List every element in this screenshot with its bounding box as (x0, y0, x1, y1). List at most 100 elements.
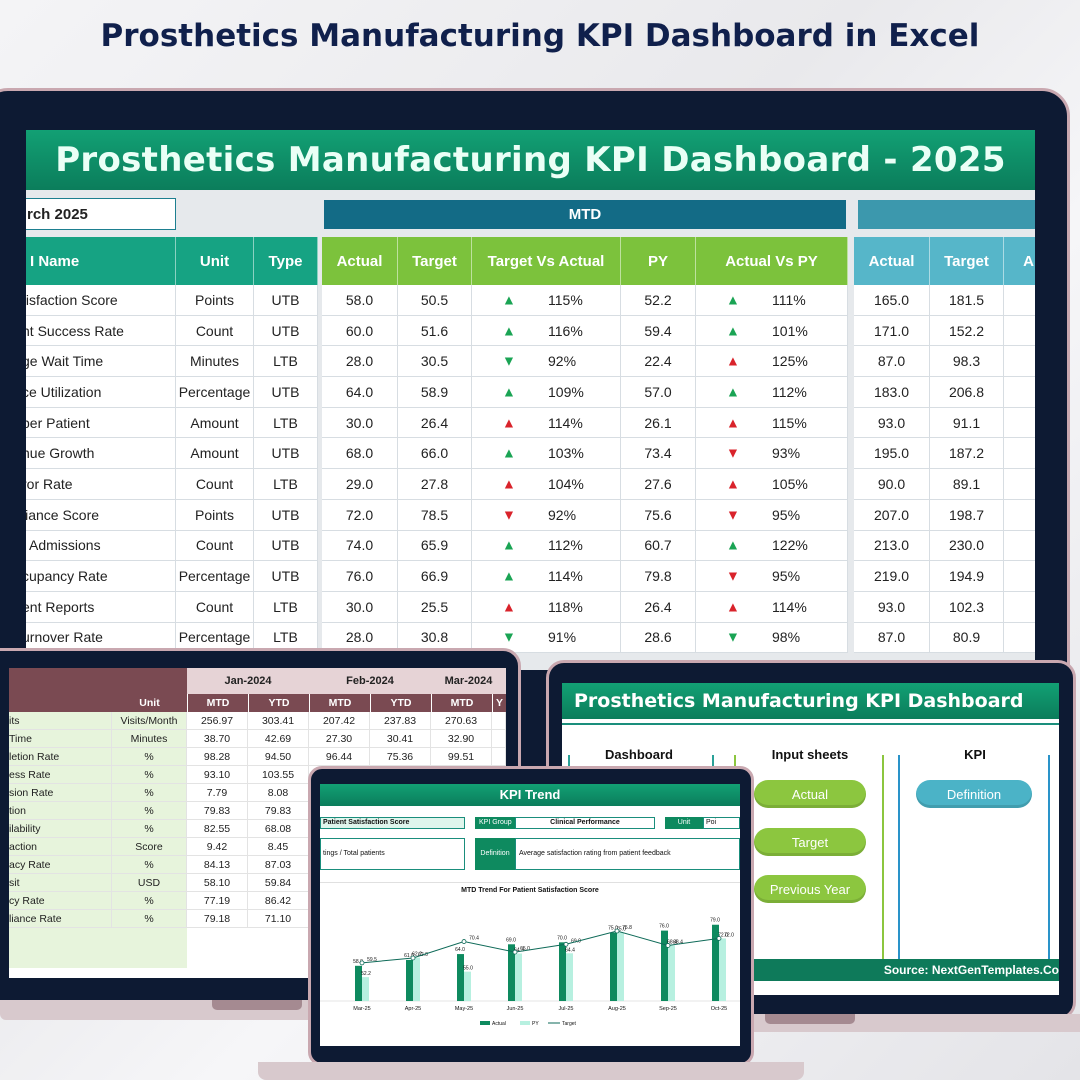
value-cell[interactable]: 58.10 (187, 874, 248, 892)
value-cell[interactable]: 8.08 (248, 784, 309, 802)
mtd-row: 30.0 26.4 ▲ 114% 26.1 ▲ 115% (322, 407, 848, 439)
input-row: sit USD 58.10 59.84 (9, 874, 506, 892)
kpi-name-selector[interactable]: Patient Satisfaction Score (320, 817, 465, 829)
ytd-actual-vs-cell (1004, 285, 1035, 315)
value-cell[interactable]: 256.97 (187, 712, 248, 730)
value-cell[interactable]: 32.90 (431, 730, 492, 748)
py-data-label: 55.0 (463, 966, 473, 972)
kpi-name-cell: per Patient (26, 407, 176, 438)
value-cell[interactable]: 71.10 (248, 910, 309, 928)
actual-bar (559, 942, 566, 1001)
value-cell[interactable]: 99.51 (431, 748, 492, 766)
ytd-actual-cell: 213.0 (854, 530, 930, 561)
actual-bar (661, 930, 668, 1001)
value-cell[interactable] (492, 748, 506, 766)
left-laptop-notch (212, 1000, 302, 1010)
unit-cell: Count (176, 530, 254, 561)
actual-bar (508, 944, 515, 1001)
value-cell[interactable]: 8.45 (248, 838, 309, 856)
x-tick-label: Apr-25 (405, 1006, 422, 1012)
kpi-info-row: ce Utilization Percentage UTB (26, 377, 318, 408)
value-cell[interactable]: 30.41 (370, 730, 431, 748)
value-cell[interactable]: 68.08 (248, 820, 309, 838)
type-header: Type (254, 237, 318, 285)
ytd-actual-vs-cell (1004, 438, 1035, 468)
ytd-actual-cell: 93.0 (854, 591, 930, 622)
metric-name-cell: ess Rate (9, 766, 112, 784)
value-cell[interactable] (492, 730, 506, 748)
ytd-target-cell: 194.9 (930, 561, 1004, 591)
kpi-group-label: KPI Group (475, 817, 515, 829)
type-cell: UTB (254, 315, 318, 346)
unit-cell: Minutes (176, 346, 254, 377)
actual-sheet-button[interactable]: Actual (754, 780, 866, 808)
unit-value: Poi (703, 817, 740, 829)
value-cell[interactable]: 79.18 (187, 910, 248, 928)
value-cell[interactable]: 82.55 (187, 820, 248, 838)
definition-button[interactable]: Definition (916, 780, 1032, 808)
ytd-actual-vs-header: A (1004, 237, 1035, 285)
target-point (716, 936, 722, 941)
value-cell[interactable]: 79.83 (248, 802, 309, 820)
value-cell[interactable]: 303.41 (248, 712, 309, 730)
value-cell[interactable]: 207.42 (309, 712, 370, 730)
previous-year-sheet-button[interactable]: Previous Year (754, 875, 866, 903)
mtd-row: 29.0 27.8 ▲ 104% 27.6 ▲ 105% (322, 469, 848, 500)
value-cell[interactable]: 98.28 (187, 748, 248, 766)
value-cell[interactable]: 84.13 (187, 856, 248, 874)
target-vs-actual-cell: ▲ 115% (472, 285, 621, 315)
value-cell[interactable] (492, 712, 506, 730)
target-vs-actual-value: 116% (548, 322, 583, 339)
value-cell[interactable]: 7.79 (187, 784, 248, 802)
value-cell[interactable]: 59.84 (248, 874, 309, 892)
ytd-actual-vs-cell (1004, 469, 1035, 499)
actual-vs-py-value: 112% (772, 383, 807, 400)
value-cell[interactable]: 103.55 (248, 766, 309, 784)
ytd-target-cell: 187.2 (930, 438, 1004, 469)
type-cell: LTB (254, 407, 318, 438)
type-cell: UTB (254, 285, 318, 315)
value-cell[interactable]: 42.69 (248, 730, 309, 748)
value-cell[interactable]: 38.70 (187, 730, 248, 748)
right-laptop-notch (765, 1014, 855, 1024)
actual-data-label: 76.0 (659, 924, 669, 930)
value-cell[interactable]: 9.42 (187, 838, 248, 856)
mtd-target-cell: 30.5 (398, 346, 472, 377)
mtd-actual-cell: 76.0 (322, 561, 398, 591)
mtd-row: 74.0 65.9 ▲ 112% 60.7 ▲ 122% (322, 530, 848, 562)
target-vs-actual-value: 114% (548, 568, 583, 585)
value-cell[interactable]: 86.42 (248, 892, 309, 910)
type-cell: UTB (254, 377, 318, 407)
value-cell[interactable]: 27.30 (309, 730, 370, 748)
target-vs-actual-cell: ▼ 91% (472, 622, 621, 653)
sub-header: MTD (187, 694, 248, 712)
month-selector[interactable]: rch 2025 (26, 198, 176, 230)
ytd-actual-vs-cell (1004, 316, 1035, 346)
actual-vs-py-cell: ▼ 93% (696, 438, 848, 469)
value-cell[interactable]: 79.83 (187, 802, 248, 820)
kpi-info-row: nt Success Rate Count UTB (26, 315, 318, 347)
actual-data-label: 64.0 (455, 947, 465, 953)
value-cell[interactable]: 93.10 (187, 766, 248, 784)
mtd-target-cell: 78.5 (398, 499, 472, 530)
value-cell[interactable]: 237.83 (370, 712, 431, 730)
mtd-actual-cell: 30.0 (322, 591, 398, 622)
target-sheet-button[interactable]: Target (754, 828, 866, 856)
ytd-target-cell: 98.3 (930, 346, 1004, 377)
ytd-target-cell: 89.1 (930, 469, 1004, 499)
target-line (361, 930, 720, 964)
mtd-actual-cell: 72.0 (322, 499, 398, 530)
value-cell[interactable]: 87.03 (248, 856, 309, 874)
metric-name-cell: its (9, 712, 112, 730)
mtd-target-cell: 50.5 (398, 285, 472, 315)
ytd-row: 93.0 102.3 (854, 591, 1035, 623)
mtd-row: 68.0 66.0 ▲ 103% 73.4 ▼ 93% (322, 438, 848, 470)
actual-vs-py-value: 115% (772, 414, 807, 431)
value-cell[interactable]: 94.50 (248, 748, 309, 766)
type-cell: UTB (254, 530, 318, 561)
value-cell[interactable]: 77.19 (187, 892, 248, 910)
value-cell[interactable]: 75.36 (370, 748, 431, 766)
formula-box: tings / Total patients (320, 838, 465, 870)
value-cell[interactable]: 270.63 (431, 712, 492, 730)
value-cell[interactable]: 96.44 (309, 748, 370, 766)
